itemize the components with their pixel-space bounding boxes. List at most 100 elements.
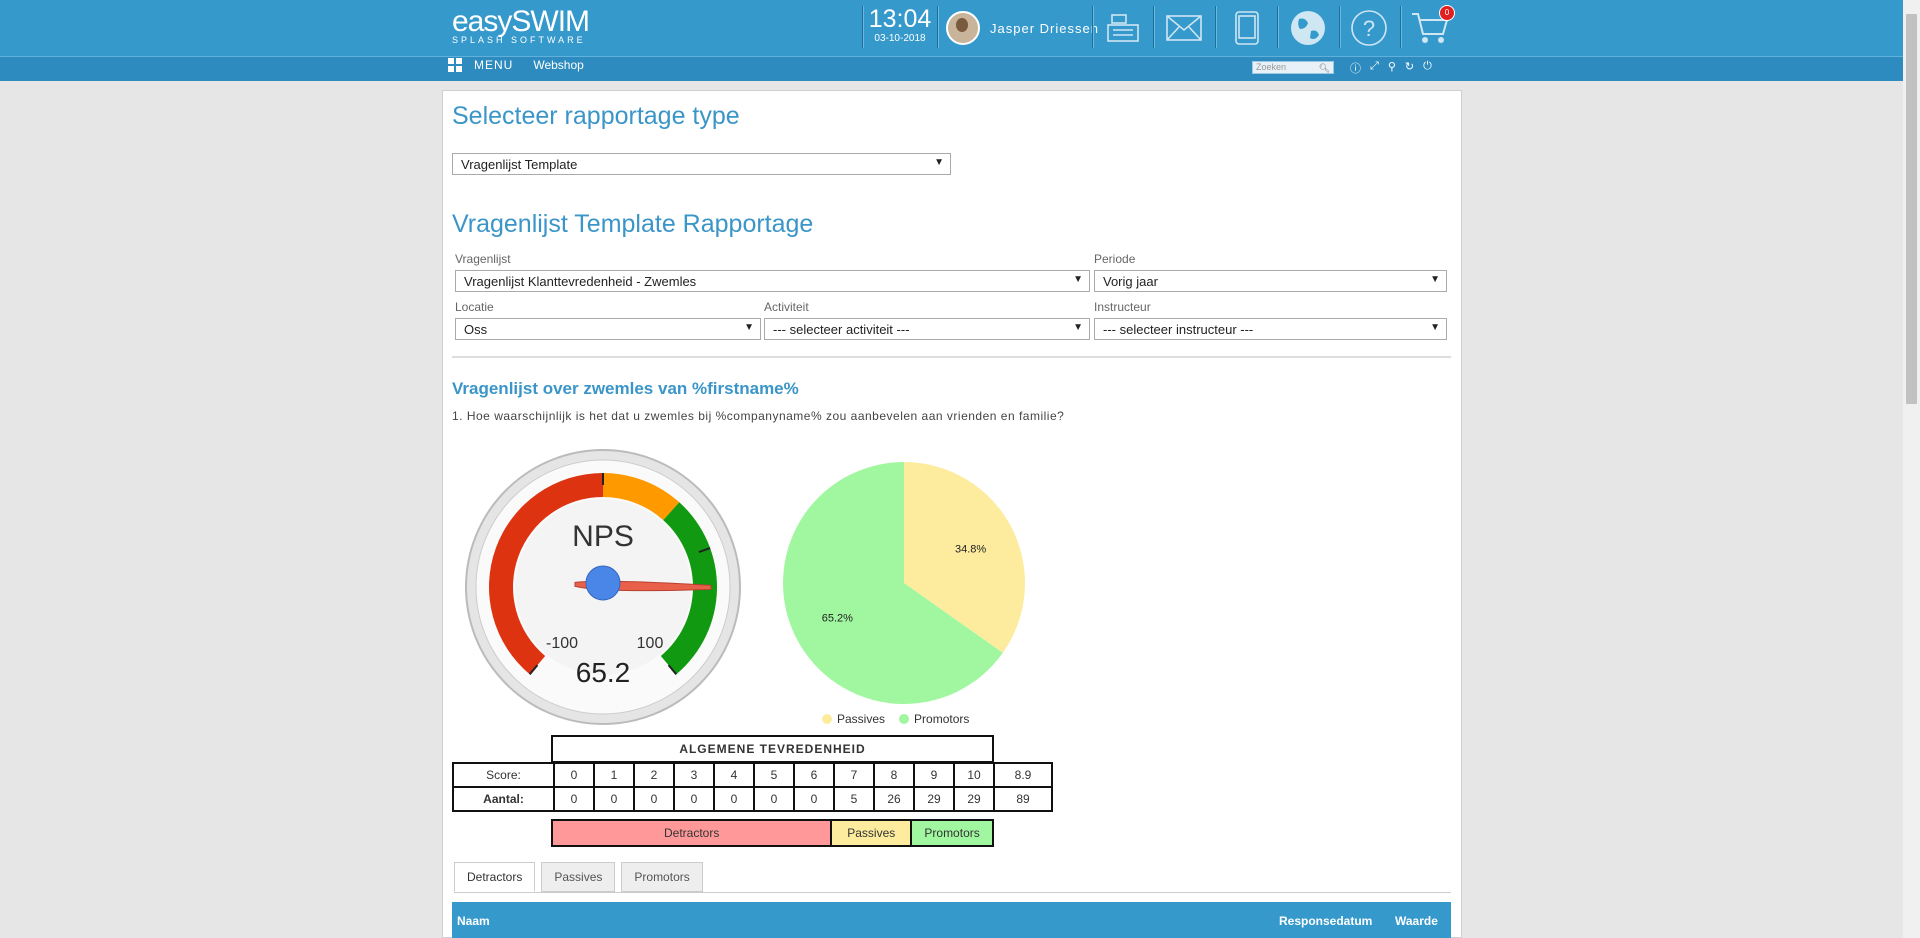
menu-grid-icon[interactable] xyxy=(448,58,462,72)
chevron-down-icon: ▼ xyxy=(1430,322,1440,333)
periode-value: Vorig jaar xyxy=(1103,274,1158,289)
gauge-tick xyxy=(698,547,711,554)
clock-date: 03-10-2018 xyxy=(874,33,926,44)
cash-register-icon[interactable] xyxy=(1103,8,1143,48)
nps-category-table: Detractors Passives Promotors xyxy=(550,819,994,847)
count-cell: 0 xyxy=(793,786,835,812)
score-cell: 4 xyxy=(713,762,755,788)
activiteit-label: Activiteit xyxy=(764,300,809,314)
divider xyxy=(1153,6,1155,48)
vragenlijst-select[interactable]: Vragenlijst Klanttevredenheid - Zwemles … xyxy=(455,270,1090,292)
activiteit-select[interactable]: --- selecteer activiteit --- ▼ xyxy=(764,318,1090,340)
count-row-label: Aantal: xyxy=(452,786,555,812)
count-cell: 89 xyxy=(993,786,1053,812)
vragenlijst-value: Vragenlijst Klanttevredenheid - Zwemles xyxy=(464,274,697,289)
tablet-icon[interactable] xyxy=(1227,8,1267,48)
clock-time: 13:04 xyxy=(868,5,932,33)
zoom-icon[interactable]: ⚲ xyxy=(1387,61,1396,73)
tab-underline xyxy=(454,892,1451,893)
count-cell: 0 xyxy=(633,786,675,812)
scrollbar[interactable] xyxy=(1903,0,1920,938)
refresh-icon[interactable]: ↻ xyxy=(1404,61,1415,73)
search-input[interactable]: Zoeken 🔍︎ xyxy=(1252,61,1334,74)
svg-text:?: ? xyxy=(1363,16,1375,41)
report-type-title: Selecteer rapportage type xyxy=(452,102,740,130)
instructeur-label: Instructeur xyxy=(1094,300,1151,314)
count-cell: 0 xyxy=(673,786,715,812)
locatie-select[interactable]: Oss ▼ xyxy=(455,318,761,340)
legend-swatch xyxy=(822,714,832,724)
sub-nav-bar xyxy=(0,56,1903,81)
report-title: Vragenlijst Template Rapportage xyxy=(452,210,814,238)
user-profile[interactable]: Jasper Driessen xyxy=(946,11,1099,45)
tab-promotors[interactable]: Promotors xyxy=(621,862,703,892)
legend-label: Promotors xyxy=(914,712,970,726)
col-header-responsedatum[interactable]: Responsedatum xyxy=(1279,914,1373,928)
tab-detractors[interactable]: Detractors xyxy=(454,862,536,892)
legend-item-passives[interactable]: Passives xyxy=(822,712,885,726)
legend-label: Passives xyxy=(837,712,886,726)
chevron-down-icon: ▼ xyxy=(934,157,944,168)
legend-item-promotors[interactable]: Promotors xyxy=(899,712,969,726)
gauge-band-green xyxy=(660,502,717,675)
score-cell: 9 xyxy=(913,762,955,788)
divider xyxy=(937,6,939,48)
mail-icon[interactable] xyxy=(1164,8,1204,48)
pie-data-label: 65.2% xyxy=(822,612,853,624)
activiteit-value: --- selecteer activiteit --- xyxy=(773,322,910,337)
periode-select[interactable]: Vorig jaar ▼ xyxy=(1094,270,1447,292)
tab-passives[interactable]: Passives xyxy=(541,862,616,892)
count-cell: 29 xyxy=(953,786,995,812)
scrollbar-thumb[interactable] xyxy=(1906,14,1917,404)
pie-slice-passives[interactable] xyxy=(904,462,1025,653)
gauge-tick xyxy=(667,664,678,675)
nps-table-title: ALGEMENE TEVREDENHEID xyxy=(551,735,994,763)
logo-subtext: SPLASH SOFTWARE xyxy=(452,35,586,45)
locatie-label: Locatie xyxy=(455,300,494,314)
result-tabs: Detractors Passives Promotors xyxy=(454,862,703,892)
fullscreen-icon[interactable]: ⤢ xyxy=(1370,60,1379,72)
divider xyxy=(862,6,864,48)
divider xyxy=(452,356,1451,358)
pie-legend: Passives Promotors xyxy=(822,712,969,726)
col-header-naam[interactable]: Naam xyxy=(457,914,490,928)
gauge-max-label: 100 xyxy=(637,635,664,652)
score-cell: 3 xyxy=(673,762,715,788)
instructeur-value: --- selecteer instructeur --- xyxy=(1103,322,1254,337)
chevron-down-icon: ▼ xyxy=(1430,274,1440,285)
gauge-min-label: -100 xyxy=(546,635,578,652)
results-table-header: Naam Responsedatum Waarde xyxy=(452,902,1451,938)
survey-title: Vragenlijst over zwemles van %firstname% xyxy=(452,379,799,398)
chevron-down-icon: ▼ xyxy=(744,322,754,333)
info-icon[interactable]: ⓘ xyxy=(1350,63,1361,75)
score-cell: 10 xyxy=(953,762,995,788)
menu-button[interactable]: MENU xyxy=(474,58,514,72)
power-icon[interactable]: ⏻ xyxy=(1423,60,1432,72)
help-icon[interactable]: ? xyxy=(1349,8,1389,48)
passives-cell: Passives xyxy=(830,819,913,847)
gauge-tick xyxy=(528,664,539,675)
score-row-label: Score: xyxy=(452,762,555,788)
report-type-select[interactable]: Vragenlijst Template ▼ xyxy=(452,153,951,175)
nps-score-table: Score: 0 1 2 3 4 5 6 7 8 9 10 8.9 Aantal: 0 0 0 0 0 0 0 5 26 2… xyxy=(452,762,1053,812)
clock: 13:04 03-10-2018 xyxy=(868,5,932,44)
pie-slice-promotors[interactable] xyxy=(783,462,1003,704)
chevron-down-icon: ▼ xyxy=(1073,322,1083,333)
divider xyxy=(1277,6,1279,48)
score-cell: 1 xyxy=(593,762,635,788)
webshop-link[interactable]: Webshop xyxy=(533,58,584,72)
search-icon: 🔍︎ xyxy=(1318,63,1330,73)
globe-icon[interactable] xyxy=(1288,8,1328,48)
col-header-waarde[interactable]: Waarde xyxy=(1395,914,1438,928)
gauge-label: NPS xyxy=(572,520,634,553)
score-cell: 8.9 xyxy=(993,762,1053,788)
cart-count-badge: 0 xyxy=(1439,5,1455,21)
toolbar-icons: ⓘ ⤢ ⚲ ↻ ⏻ xyxy=(1350,60,1432,76)
instructeur-select[interactable]: --- selecteer instructeur --- ▼ xyxy=(1094,318,1447,340)
gauge-band-orange xyxy=(603,473,680,521)
score-cell: 8 xyxy=(873,762,915,788)
gauge-band-red xyxy=(489,473,603,675)
main-menu: MENU Webshop xyxy=(448,58,584,72)
app-logo[interactable]: easySWIM SPLASH SOFTWARE xyxy=(452,7,590,46)
divider xyxy=(1400,6,1402,48)
